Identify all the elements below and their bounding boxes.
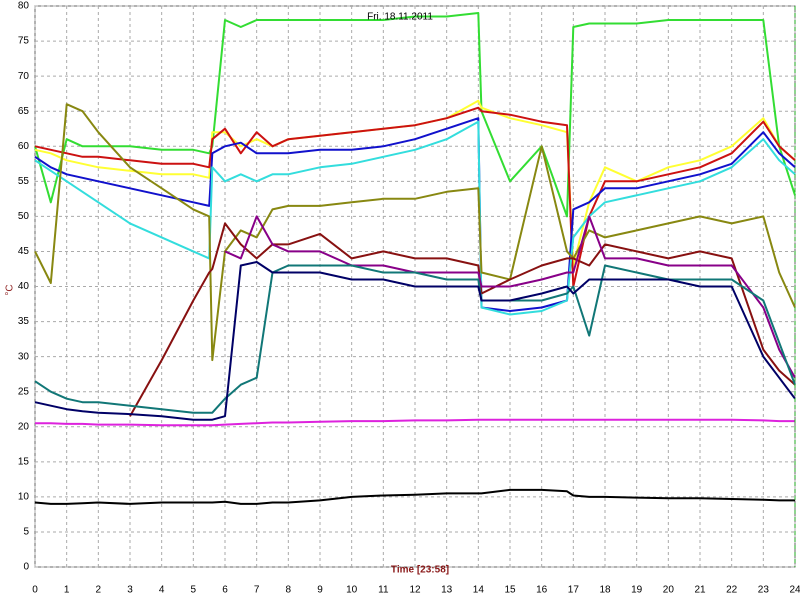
y-tick-label: 80	[18, 1, 30, 12]
x-tick-label: 10	[346, 585, 358, 596]
x-tick-label: 20	[663, 585, 675, 596]
series-line	[35, 418, 795, 427]
y-tick-label: 0	[23, 562, 29, 573]
y-tick-label: 50	[18, 211, 30, 222]
y-tick-label: 60	[18, 141, 30, 152]
series-line	[34, 12, 796, 218]
x-tick-label: 5	[191, 585, 197, 596]
series-line	[34, 488, 795, 505]
x-tick-label: 18	[599, 585, 611, 596]
x-tick-label: 17	[568, 585, 580, 596]
y-tick-label: 20	[18, 421, 30, 432]
y-tick-label: 70	[18, 71, 30, 82]
series-line	[129, 222, 796, 417]
y-tick-label: 45	[18, 246, 30, 257]
series-line	[34, 261, 796, 421]
y-tick-label: 15	[18, 456, 30, 467]
x-tick-label: 6	[222, 585, 228, 596]
series-line	[34, 120, 796, 316]
x-tick-label: 24	[789, 585, 800, 596]
x-tick-label: 15	[504, 585, 516, 596]
series-line	[224, 215, 796, 379]
x-tick-label: 7	[254, 585, 260, 596]
y-tick-label: 30	[18, 351, 30, 362]
x-tick-label: 0	[32, 585, 38, 596]
x-axis-label: Time [23:58]	[391, 565, 449, 576]
x-tick-label: 4	[159, 585, 165, 596]
y-tick-label: 5	[23, 527, 29, 538]
x-tick-label: 23	[758, 585, 770, 596]
series-line	[34, 117, 796, 312]
x-tick-label: 22	[726, 585, 738, 596]
x-tick-label: 9	[317, 585, 323, 596]
lines-layer	[34, 12, 796, 505]
x-tick-label: 21	[694, 585, 706, 596]
x-tick-label: 3	[127, 585, 133, 596]
series-line	[34, 264, 796, 414]
y-tick-label: 25	[18, 386, 30, 397]
x-tick-label: 2	[96, 585, 102, 596]
series-line	[34, 103, 796, 362]
y-axis-label: °C	[5, 284, 16, 295]
y-tick-label: 40	[18, 281, 30, 292]
chart-title: Fri. 18.11.2011	[367, 12, 433, 23]
y-tick-label: 10	[18, 492, 30, 503]
x-tick-label: 13	[441, 585, 453, 596]
y-tick-label: 55	[18, 176, 30, 187]
y-tick-label: 65	[18, 106, 30, 117]
x-tick-label: 12	[409, 585, 421, 596]
x-tick-label: 11	[378, 585, 389, 596]
x-tick-label: 14	[473, 585, 485, 596]
x-tick-label: 16	[536, 585, 548, 596]
series-line	[34, 106, 796, 288]
x-tick-label: 8	[286, 585, 292, 596]
x-tick-label: 1	[64, 585, 70, 596]
grid-layer	[34, 5, 796, 568]
x-tick-label: 19	[631, 585, 643, 596]
y-tick-label: 75	[18, 36, 30, 47]
y-tick-label: 35	[18, 316, 30, 327]
